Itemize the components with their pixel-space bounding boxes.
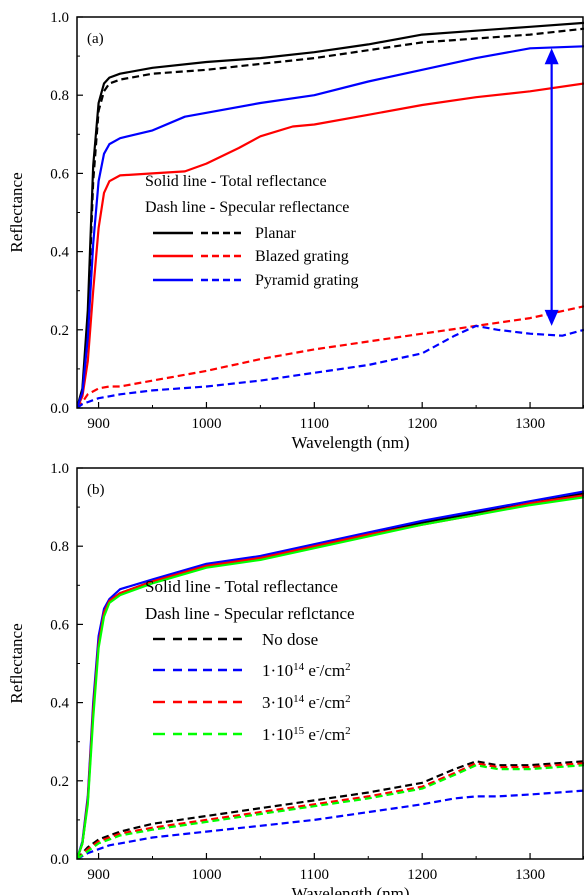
legend-entry-label: 1·1015 e-/cm2 — [262, 725, 351, 744]
panel-b: 900 1000 1100 1200 1300 0.0 0.2 0.4 0.6 0.8 1.0 (b… — [7, 461, 584, 895]
arrow-head-bottom — [544, 309, 559, 326]
x-tick-label: 1300 — [515, 867, 545, 883]
y-tick-label: 0.4 — [50, 696, 69, 712]
y-tick-label: 0.0 — [50, 852, 69, 868]
y-tick-label: 1.0 — [50, 10, 69, 26]
panel-b-xlabel: Wavelength (nm) — [291, 884, 409, 895]
panel-b-legend-header-specular: Dash line - Specular reflctance — [145, 604, 355, 623]
x-tick-label: 1000 — [191, 416, 221, 432]
series-line-dashed-1 — [77, 760, 584, 859]
y-tick-label: 0.2 — [50, 774, 69, 790]
panel-a-legend-header-total: Solid line - Total reflectance — [145, 173, 327, 190]
panel-b-lines — [77, 490, 584, 859]
y-tick-label: 0.0 — [50, 401, 69, 417]
x-tick-label: 1300 — [515, 416, 545, 432]
series-line-dashed-3 — [77, 789, 584, 859]
x-tick-label: 1100 — [300, 867, 329, 883]
x-tick-label: 1000 — [191, 867, 221, 883]
legend-entry-label: Planar — [255, 225, 297, 242]
y-tick-label: 0.2 — [50, 323, 69, 339]
legend-entry-label: Pyramid grating — [255, 272, 359, 289]
x-tick-label: 1200 — [407, 867, 437, 883]
y-tick-label: 0.4 — [50, 245, 69, 261]
arrow-head-top — [544, 48, 559, 65]
panel-a-tag: (a) — [87, 31, 104, 47]
panel-a-double-arrow — [544, 48, 559, 326]
x-tick-label: 900 — [87, 867, 110, 883]
series-line-dashed-7 — [77, 764, 584, 859]
panel-b-legend: Solid line - Total reflectance Dash line… — [145, 577, 355, 744]
x-tick-label: 1100 — [300, 416, 329, 432]
panel-a-lines — [77, 21, 584, 408]
x-tick-label: 1200 — [407, 416, 437, 432]
panel-a-legend-header-specular: Dash line - Specular reflectance — [145, 199, 349, 216]
panel-a-ylabel: Reflectance — [7, 172, 26, 252]
series-line-dashed-5 — [77, 324, 584, 408]
y-tick-label: 0.8 — [50, 539, 69, 555]
legend-entry-label: 1·1014 e-/cm2 — [262, 661, 351, 680]
series-line-dashed-5 — [77, 762, 584, 859]
panel-b-ylabel: Reflectance — [7, 623, 26, 703]
panel-a-ticks: 900 1000 1100 1200 1300 0.0 0.2 0.4 0.6 0.8 1.0 — [50, 10, 584, 432]
panel-a-xlabel: Wavelength (nm) — [291, 433, 409, 452]
series-line-solid-6 — [77, 496, 584, 859]
panel-b-legend-header-total: Solid line - Total reflectance — [145, 577, 338, 596]
y-tick-label: 0.8 — [50, 88, 69, 104]
legend-entry-label: Blazed grating — [255, 248, 349, 265]
x-tick-label: 900 — [87, 416, 110, 432]
series-line-dashed-1 — [77, 27, 584, 408]
y-tick-label: 1.0 — [50, 461, 69, 477]
series-line-solid-4 — [77, 45, 584, 408]
series-line-dashed-3 — [77, 305, 584, 408]
y-tick-label: 0.6 — [50, 166, 69, 182]
legend-entry-label: No dose — [262, 630, 318, 649]
y-tick-label: 0.6 — [50, 617, 69, 633]
panel-a: 900 1000 1100 1200 1300 0.0 0.2 0.4 0.6 0.8 1.0 (a… — [7, 10, 584, 452]
panel-a-legend: Solid line - Total reflectance Dash line… — [145, 173, 359, 289]
legend-entry-label: 3·1014 e-/cm2 — [262, 693, 351, 712]
series-line-solid-2 — [77, 82, 584, 408]
panel-b-tag: (b) — [87, 482, 105, 498]
series-line-solid-0 — [77, 21, 584, 408]
panel-b-ticks: 900 1000 1100 1200 1300 0.0 0.2 0.4 0.6 0.8 1.0 — [50, 461, 584, 883]
